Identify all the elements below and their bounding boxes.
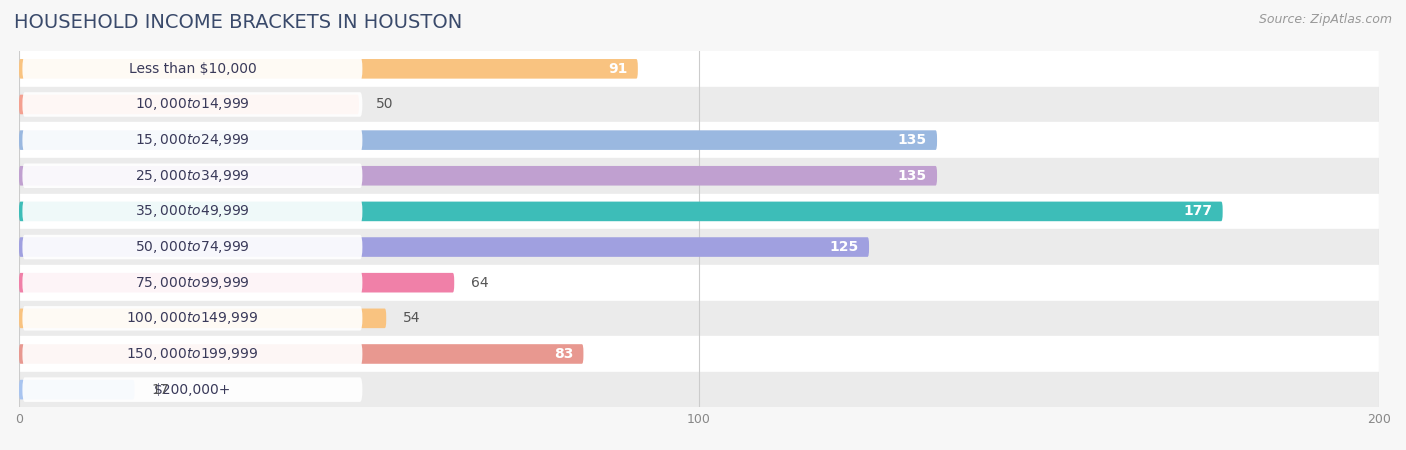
Text: 17: 17 [152, 382, 169, 396]
FancyBboxPatch shape [20, 380, 135, 400]
Text: $150,000 to $199,999: $150,000 to $199,999 [127, 346, 259, 362]
Bar [20, 265, 1379, 301]
FancyBboxPatch shape [20, 59, 638, 79]
FancyBboxPatch shape [20, 237, 869, 257]
Bar [20, 372, 1379, 407]
FancyBboxPatch shape [20, 130, 936, 150]
Bar [20, 336, 1379, 372]
FancyBboxPatch shape [22, 235, 363, 259]
FancyBboxPatch shape [20, 166, 936, 185]
Text: HOUSEHOLD INCOME BRACKETS IN HOUSTON: HOUSEHOLD INCOME BRACKETS IN HOUSTON [14, 14, 463, 32]
Bar [20, 51, 1379, 87]
Text: 125: 125 [830, 240, 859, 254]
FancyBboxPatch shape [20, 202, 1223, 221]
Bar [20, 122, 1379, 158]
FancyBboxPatch shape [22, 163, 363, 188]
Text: $75,000 to $99,999: $75,000 to $99,999 [135, 274, 250, 291]
FancyBboxPatch shape [22, 199, 363, 224]
FancyBboxPatch shape [22, 92, 363, 117]
Text: Less than $10,000: Less than $10,000 [128, 62, 256, 76]
Text: $10,000 to $14,999: $10,000 to $14,999 [135, 96, 250, 112]
Bar [20, 229, 1379, 265]
FancyBboxPatch shape [22, 57, 363, 81]
Text: 83: 83 [554, 347, 574, 361]
FancyBboxPatch shape [22, 270, 363, 295]
FancyBboxPatch shape [20, 94, 359, 114]
Bar [20, 194, 1379, 229]
FancyBboxPatch shape [22, 378, 363, 402]
Bar [20, 87, 1379, 122]
FancyBboxPatch shape [22, 342, 363, 366]
Text: $35,000 to $49,999: $35,000 to $49,999 [135, 203, 250, 220]
Text: 50: 50 [375, 98, 394, 112]
Text: $100,000 to $149,999: $100,000 to $149,999 [127, 310, 259, 326]
Text: 91: 91 [609, 62, 627, 76]
Text: 54: 54 [404, 311, 420, 325]
FancyBboxPatch shape [20, 344, 583, 364]
Text: 135: 135 [897, 133, 927, 147]
FancyBboxPatch shape [20, 309, 387, 328]
Text: 135: 135 [897, 169, 927, 183]
Text: 177: 177 [1184, 204, 1212, 218]
FancyBboxPatch shape [22, 306, 363, 331]
Text: Source: ZipAtlas.com: Source: ZipAtlas.com [1258, 14, 1392, 27]
Text: $200,000+: $200,000+ [153, 382, 231, 396]
FancyBboxPatch shape [20, 273, 454, 292]
Bar [20, 158, 1379, 194]
Text: $50,000 to $74,999: $50,000 to $74,999 [135, 239, 250, 255]
Bar [20, 301, 1379, 336]
Text: 64: 64 [471, 276, 489, 290]
Text: $15,000 to $24,999: $15,000 to $24,999 [135, 132, 250, 148]
Text: $25,000 to $34,999: $25,000 to $34,999 [135, 168, 250, 184]
FancyBboxPatch shape [22, 128, 363, 153]
